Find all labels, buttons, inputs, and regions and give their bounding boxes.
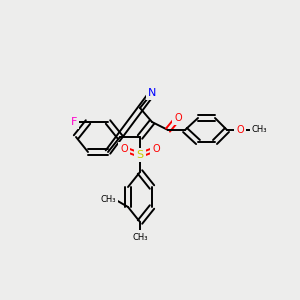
Text: O: O xyxy=(174,113,182,123)
Text: CH₃: CH₃ xyxy=(100,196,116,205)
Text: O: O xyxy=(236,125,244,135)
Text: CH₃: CH₃ xyxy=(132,232,148,242)
Text: O: O xyxy=(152,144,160,154)
Text: S: S xyxy=(136,150,144,160)
Text: O: O xyxy=(120,144,128,154)
Text: CH₃: CH₃ xyxy=(252,125,268,134)
Text: F: F xyxy=(71,117,77,127)
Text: N: N xyxy=(148,88,156,98)
